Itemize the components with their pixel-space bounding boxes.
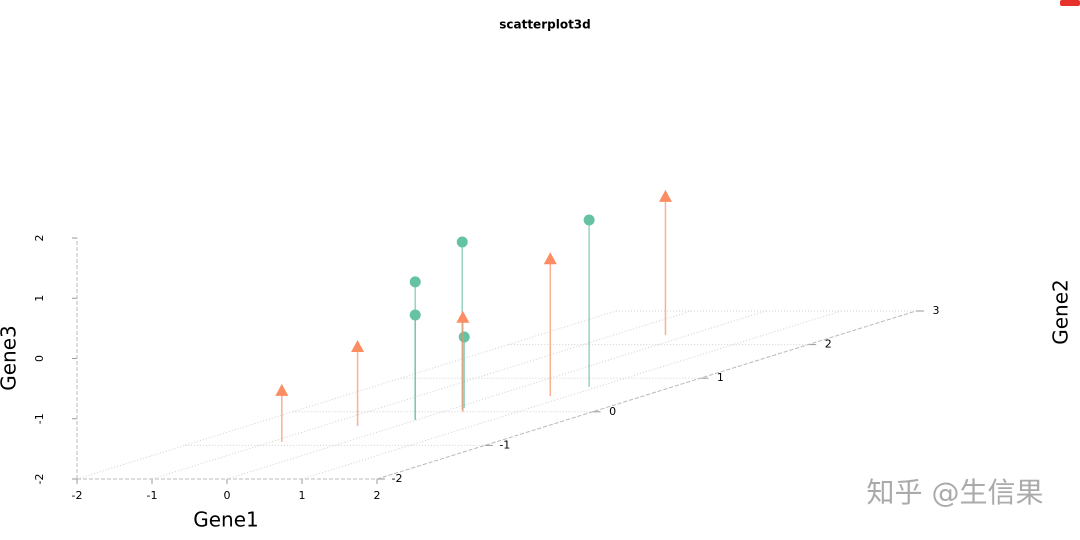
- y-axis: [376, 310, 917, 480]
- y-tick-label: 1: [717, 371, 724, 384]
- x-tick-label: 2: [374, 489, 381, 502]
- watermark: 知乎 @生信果: [867, 476, 1044, 509]
- x-tick-label: 1: [299, 489, 306, 502]
- point: [658, 189, 672, 202]
- y-tick-label: -2: [392, 472, 403, 485]
- chart-title: scatterplot3d: [499, 18, 591, 32]
- point: [543, 252, 557, 265]
- point: [409, 309, 421, 321]
- grid-line: [76, 310, 617, 480]
- z-tick-label: 0: [33, 355, 46, 362]
- point: [456, 236, 468, 248]
- x-axis-label: Gene1: [193, 508, 259, 532]
- y-axis-label: Gene2: [1049, 279, 1073, 345]
- point: [351, 339, 365, 352]
- z-tick-label: 1: [33, 295, 46, 302]
- y-tick-label: 3: [933, 304, 940, 317]
- point: [275, 383, 289, 396]
- z-tick-label: -2: [33, 474, 46, 485]
- x-tick-label: -2: [72, 489, 83, 502]
- z-tick-label: -1: [33, 413, 46, 424]
- point: [458, 331, 470, 343]
- grid-line: [151, 310, 692, 480]
- corner-badge: [1060, 0, 1080, 6]
- z-tick-label: 2: [33, 235, 46, 242]
- point: [583, 214, 595, 226]
- x-tick-label: -1: [147, 489, 158, 502]
- point: [456, 310, 470, 323]
- y-tick-label: 2: [825, 338, 832, 351]
- y-tick-label: 0: [609, 405, 616, 418]
- point: [409, 276, 421, 288]
- z-axis-label: Gene3: [0, 325, 21, 391]
- grid-line: [226, 310, 767, 480]
- x-tick-label: 0: [224, 489, 231, 502]
- grid-line: [301, 310, 842, 480]
- y-tick-label: -1: [499, 438, 510, 451]
